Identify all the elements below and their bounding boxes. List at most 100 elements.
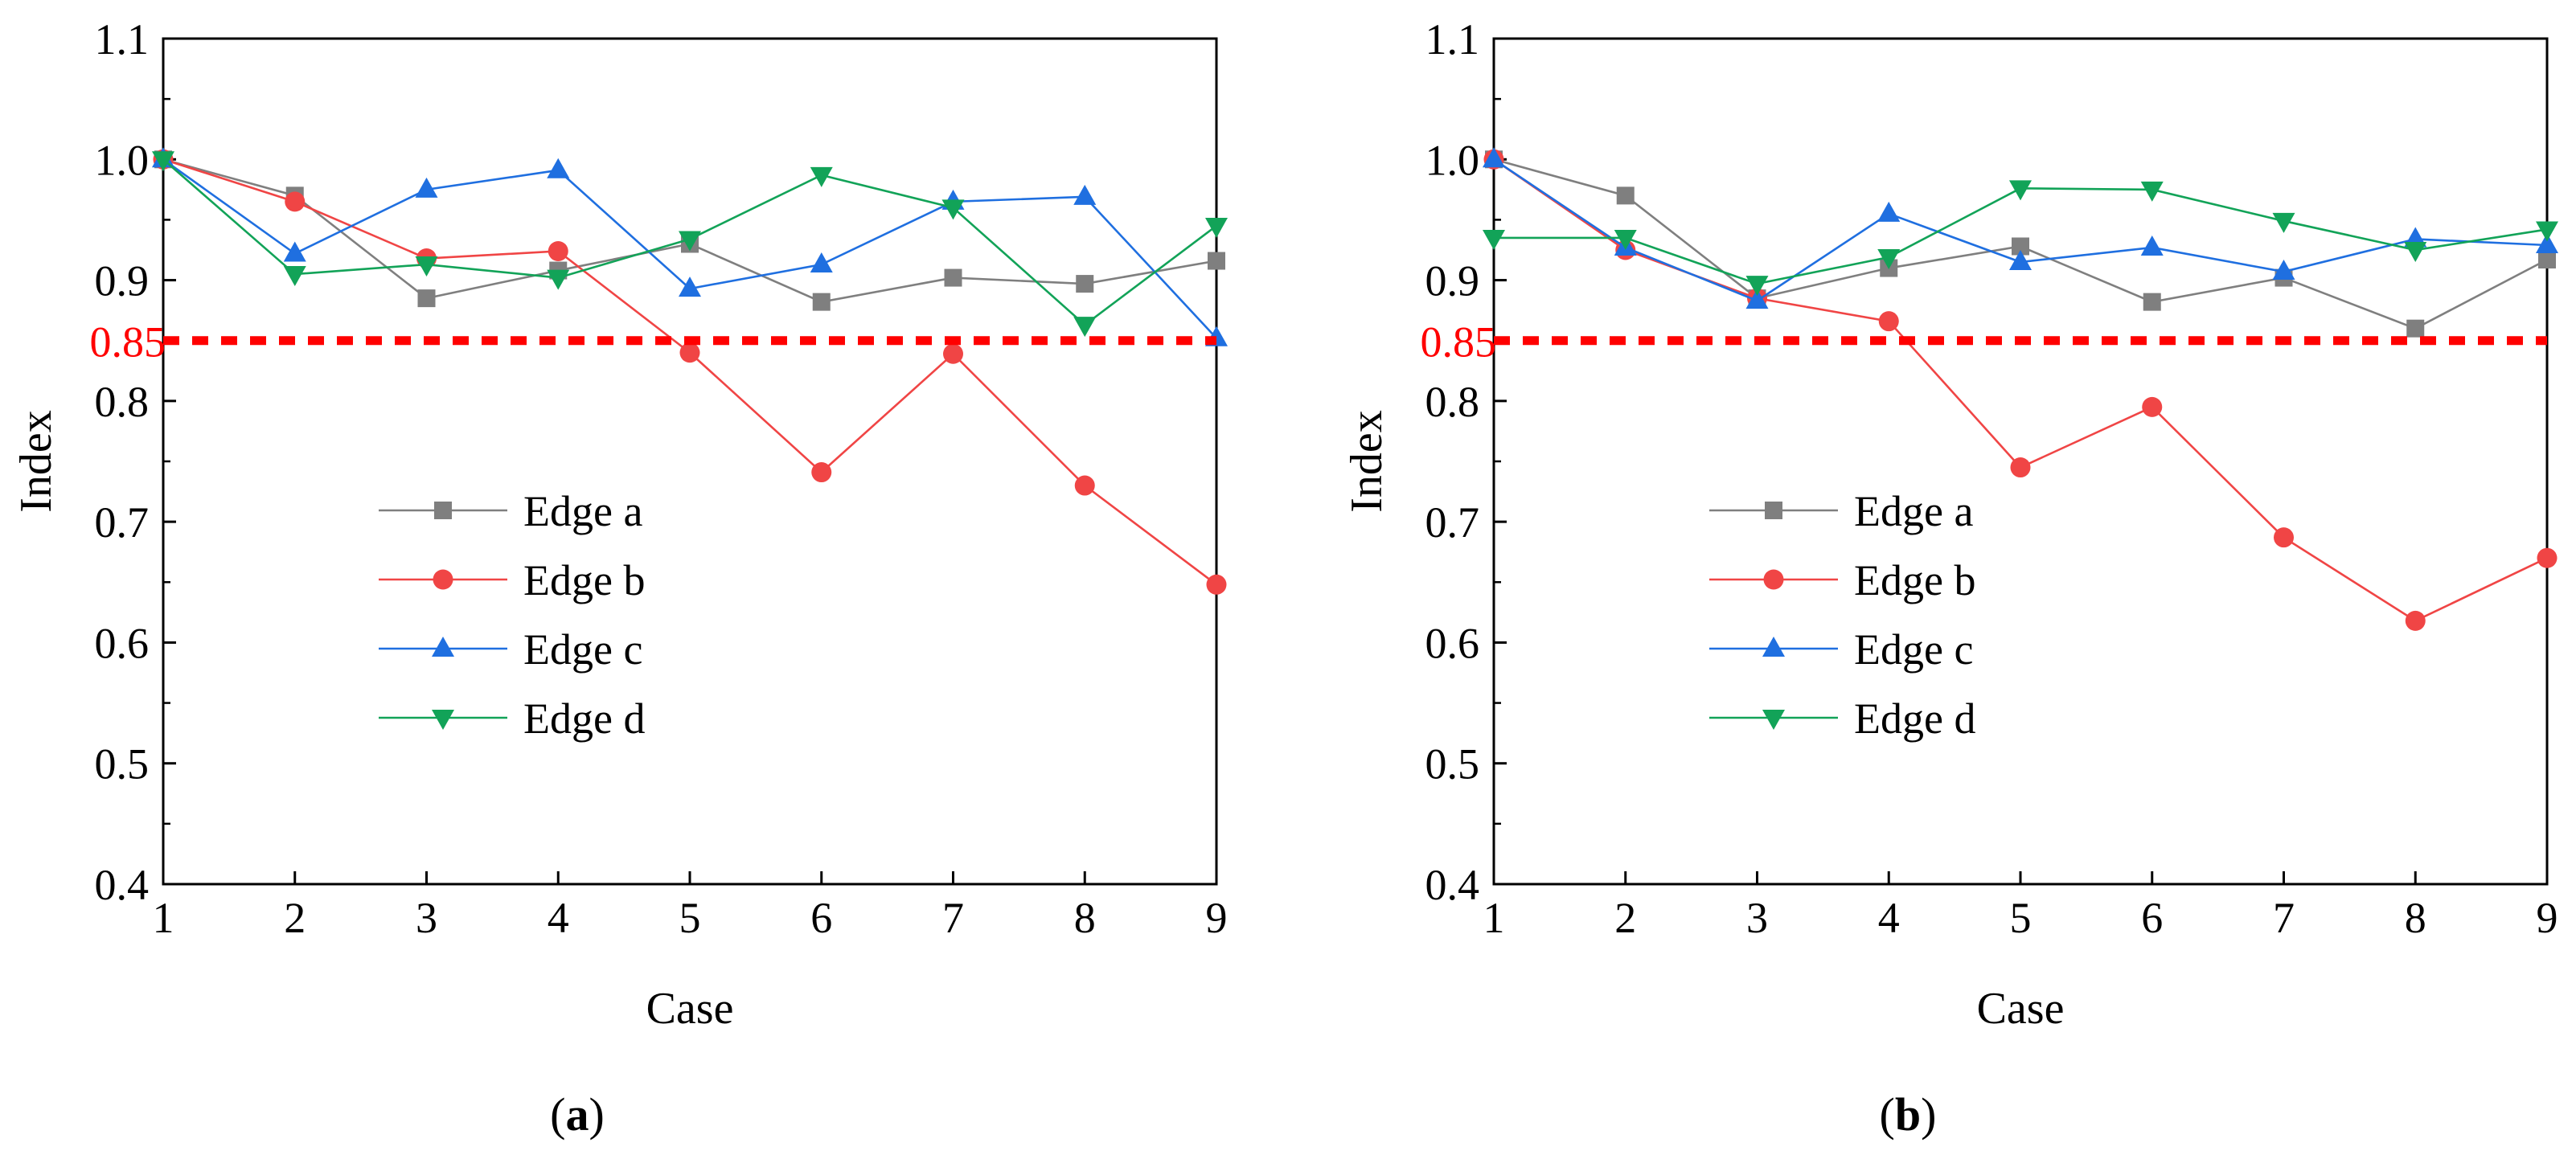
data-point: [1616, 186, 1635, 205]
x-tick-label: 5: [2010, 894, 2032, 942]
data-point: [283, 266, 306, 287]
data-point: [2012, 237, 2029, 256]
legend-label: Edge c: [523, 625, 642, 674]
data-point: [2405, 610, 2426, 631]
y-axis-label: Index: [1342, 410, 1392, 513]
x-tick-label: 8: [1074, 894, 1096, 942]
data-point: [2538, 251, 2556, 269]
x-tick-label: 4: [548, 894, 569, 942]
x-tick-label: 2: [1614, 894, 1636, 942]
x-axis: 1 2 3 4 5 6 7 8 9 Case: [1483, 871, 2558, 1034]
x-tick-label: 7: [2273, 894, 2295, 942]
legend-label: Edge a: [1854, 487, 1973, 535]
data-point: [283, 241, 306, 262]
data-point: [548, 241, 568, 262]
y-tick-label: 0.7: [1425, 498, 1480, 547]
y-tick-label: 0.8: [95, 378, 150, 426]
x-tick-label: 3: [416, 894, 437, 942]
y-tick-label: 0.5: [1425, 740, 1480, 788]
legend-marker: [432, 710, 454, 730]
data-point: [1745, 289, 1769, 309]
y-axis: 0.4 0.5 0.6 0.7 0.8 0.9 1.0 1.1 Index: [11, 15, 176, 909]
data-point: [2140, 235, 2164, 256]
x-tick-label: 8: [2405, 894, 2426, 942]
data-point: [1076, 275, 1094, 293]
legend-label: Edge c: [1854, 625, 1973, 674]
legend-item: Edge b: [1709, 556, 1975, 604]
legend-item: Edge d: [379, 694, 645, 743]
legend-item: Edge c: [379, 625, 642, 674]
legend-marker: [1762, 637, 1785, 657]
data-point: [810, 252, 833, 273]
data-point: [2406, 319, 2425, 338]
series-line: [1493, 158, 2548, 622]
series-line: [162, 158, 1217, 586]
legend: Edge a Edge b Edge c Edge d: [1709, 487, 1975, 743]
legend-label: Edge b: [523, 556, 645, 604]
x-tick-label: 7: [942, 894, 964, 942]
legend: Edge a Edge b Edge c Edge d: [379, 487, 645, 743]
data-point: [1877, 201, 1901, 222]
panel-label-open: (: [550, 1088, 565, 1141]
y-tick-label: 0.4: [1425, 861, 1480, 909]
legend-marker: [432, 637, 454, 657]
x-tick-label: 6: [810, 894, 832, 942]
series-edge-d: [152, 151, 1228, 338]
legend-item: Edge a: [1709, 487, 1973, 535]
data-point: [2274, 527, 2294, 548]
data-point: [2536, 232, 2558, 253]
x-tick-label: 1: [153, 894, 174, 942]
data-point: [1208, 252, 1225, 270]
legend-marker: [1762, 710, 1785, 730]
x-tick-label: 3: [1746, 894, 1768, 942]
data-point: [679, 231, 701, 252]
data-point: [285, 191, 306, 212]
x-tick-label: 6: [2141, 894, 2163, 942]
x-axis-label: Case: [1977, 984, 2065, 1034]
data-point: [547, 158, 570, 178]
y-tick-label: 0.9: [95, 257, 150, 305]
legend-item: Edge b: [379, 556, 645, 604]
series-edge-d: [1483, 180, 2558, 297]
data-point: [2142, 396, 2163, 417]
panel-label-close: ): [589, 1088, 605, 1141]
y-axis: 0.4 0.5 0.6 0.7 0.8 0.9 1.0 1.1 Index: [1342, 15, 1507, 909]
series-edge-c: [152, 147, 1228, 346]
data-point: [2010, 457, 2031, 478]
data-point: [810, 166, 833, 187]
y-tick-label: 0.6: [1425, 619, 1480, 667]
legend-item: Edge c: [1709, 625, 1973, 674]
data-point: [415, 256, 438, 277]
x-tick-label: 4: [1878, 894, 1900, 942]
data-point: [1877, 249, 1901, 270]
chart-panel-b: 1 2 3 4 5 6 7 8 9 Case 0.4 0.5 0.6 0.7 0.8 0.9 1.0 1.1 Ind…: [1342, 15, 2558, 1141]
series-edge-c: [1483, 147, 2558, 309]
series-edge-b: [1483, 149, 2558, 631]
x-tick-label: 9: [2537, 894, 2558, 942]
x-tick-label: 2: [284, 894, 306, 942]
y-axis-label: Index: [11, 410, 61, 513]
data-point: [812, 293, 831, 311]
data-point: [1878, 311, 1899, 332]
data-point: [1073, 184, 1097, 205]
y-tick-label: 0.9: [1425, 257, 1480, 305]
data-point: [2272, 212, 2295, 233]
y-tick-label: 1.0: [1425, 136, 1480, 184]
data-point: [2536, 221, 2558, 242]
plot-frame: [162, 37, 1218, 886]
legend-marker: [434, 502, 452, 519]
data-point: [679, 342, 700, 363]
data-point: [2009, 250, 2032, 271]
data-point: [1074, 475, 1095, 496]
panel-label-close: ): [1921, 1088, 1936, 1141]
data-point: [1206, 574, 1227, 595]
data-point: [2140, 181, 2164, 202]
data-point: [943, 343, 963, 364]
panel-label-letter: a: [566, 1088, 589, 1141]
y-tick-label: 1.0: [95, 136, 150, 184]
series-edge-b: [153, 149, 1227, 595]
x-tick-label: 1: [1483, 894, 1505, 942]
chart-panel-a: 1 2 3 4 5 6 7 8 9 Case 0.4 0.5 0.6 0.7 0.8 0.9 1.0 1.1 Ind…: [11, 15, 1228, 1141]
legend-label: Edge b: [1854, 556, 1975, 604]
